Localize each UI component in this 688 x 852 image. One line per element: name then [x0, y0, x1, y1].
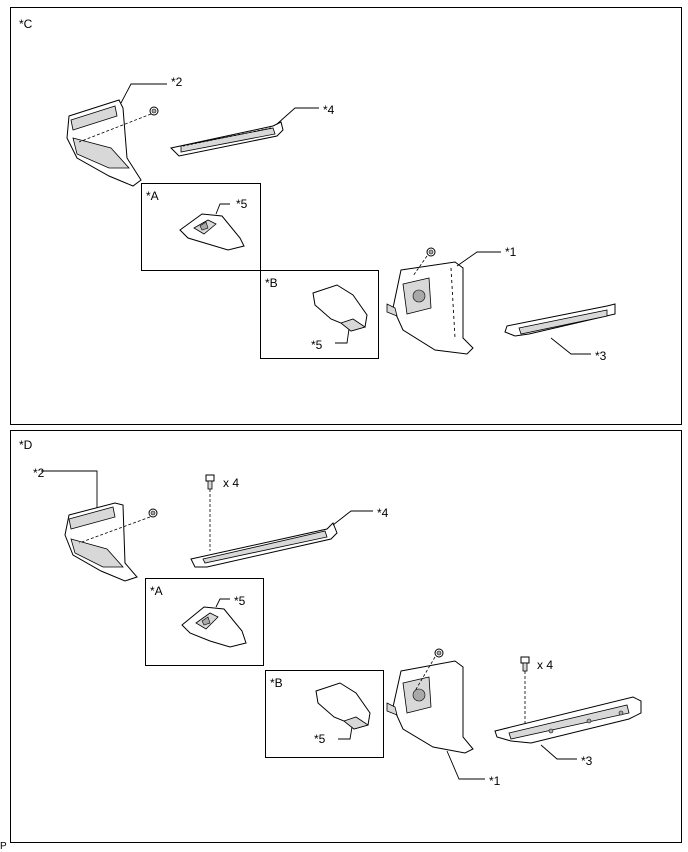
panel-c-inset-a: *A *5	[141, 183, 261, 271]
callout-d-3: *3	[581, 754, 593, 768]
callout-d-1: *1	[489, 774, 501, 788]
part-4-scuff-plate	[190, 522, 338, 568]
panel-c: *C	[10, 7, 682, 425]
part-3-scuff-plate	[504, 303, 616, 337]
qty-left: x 4	[223, 476, 240, 490]
inset-b-part: *5	[311, 338, 323, 352]
callout-c-3: *3	[595, 349, 607, 363]
panel-d-inset-a: *A *5	[145, 578, 264, 666]
inset-a-label: *A	[146, 189, 159, 203]
qty-right: x 4	[537, 658, 554, 672]
callout-c-4: *4	[323, 103, 335, 117]
inset-a-part: *5	[234, 594, 246, 608]
panel-c-inset-b: *B *5	[260, 270, 379, 359]
clip-nut-right	[426, 247, 436, 257]
bolt-left	[205, 474, 215, 490]
part-4-scuff-plate	[169, 121, 284, 157]
inset-b-drawing	[315, 682, 371, 740]
inset-b-label: *B	[265, 276, 278, 290]
inset-a-drawing	[181, 598, 247, 648]
clip-nut	[148, 508, 158, 518]
part-1-kick-panel	[386, 261, 474, 355]
callout-d-4: *4	[377, 506, 389, 520]
clip-nut-right	[434, 648, 444, 658]
part-2-kick-panel	[64, 502, 138, 582]
callout-c-2: *2	[171, 75, 183, 89]
part-2-kick-panel	[66, 99, 142, 187]
inset-a-label: *A	[150, 584, 163, 598]
inset-b-part: *5	[314, 732, 326, 746]
panel-d-drawing	[41, 470, 642, 780]
inset-b-label: *B	[270, 676, 283, 690]
panel-c-label: *C	[19, 17, 33, 31]
panel-d-label: *D	[19, 438, 33, 452]
figure-code: P	[0, 841, 7, 852]
callout-c-1: *1	[505, 245, 517, 259]
clip-nut	[149, 106, 159, 116]
part-1-kick-panel	[386, 660, 474, 754]
inset-b-drawing	[312, 284, 368, 344]
inset-a-part: *5	[236, 197, 248, 211]
bolt-right	[520, 656, 530, 672]
part-3-scuff-plate	[494, 696, 642, 744]
inset-a-drawing	[179, 203, 245, 251]
callout-d-2: *2	[33, 466, 45, 480]
panel-c-drawing	[66, 83, 616, 355]
panel-d: *D	[10, 430, 682, 843]
panel-d-inset-b: *B *5	[265, 670, 384, 758]
